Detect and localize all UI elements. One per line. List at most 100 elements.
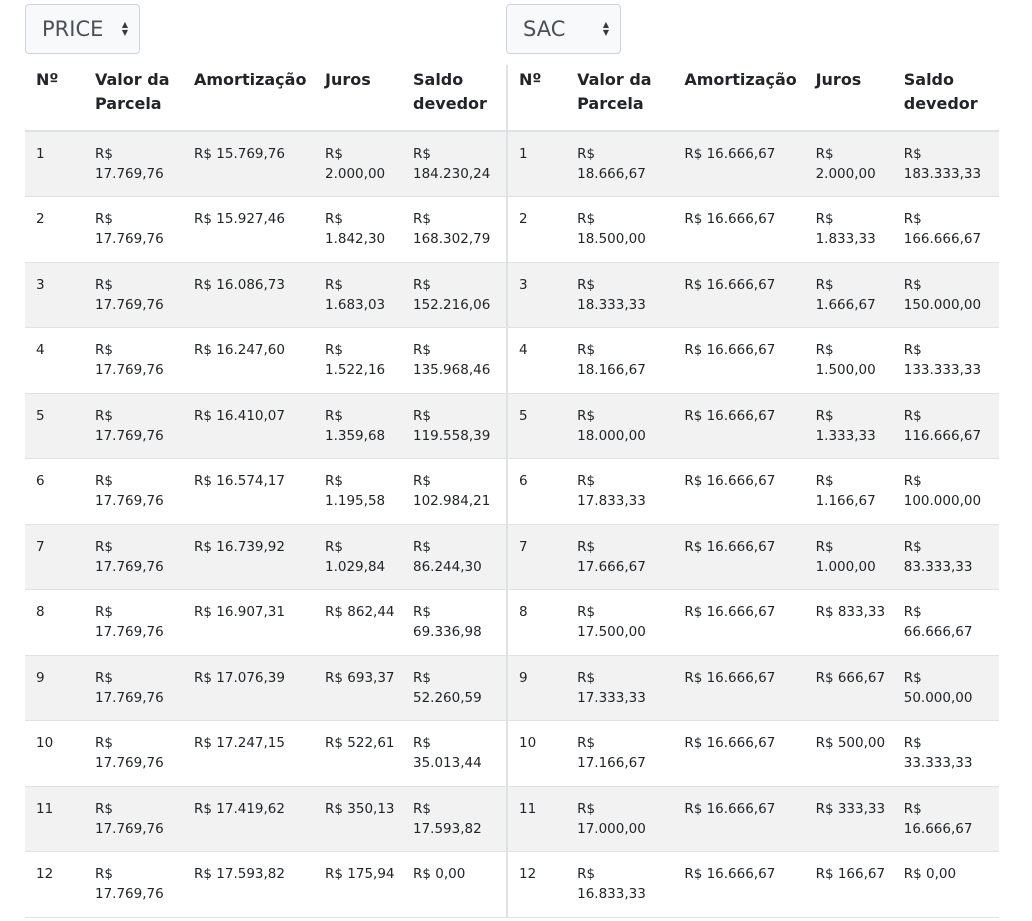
cell-number: 9 — [25, 655, 84, 721]
cell-installment: R$ 17.769,76 — [84, 851, 183, 918]
cell-number: 12 — [25, 851, 84, 918]
cell-balance: R$ 52.260,59 — [402, 655, 506, 721]
cell-amortization: R$ 16.907,31 — [183, 589, 314, 656]
price-method-select[interactable]: PRICE ▲ ▼ — [25, 4, 140, 54]
cell-installment: R$ 18.166,67 — [566, 327, 674, 394]
table-row: 1 R$ 18.666,67 R$ 16.666,67 R$ 2.000,00 R$ 1… — [507, 131, 999, 197]
cell-number: 5 — [507, 393, 567, 459]
cell-installment: R$ 17.769,76 — [84, 720, 183, 787]
col-header-amortization: Amortização — [183, 65, 314, 132]
col-header-number: Nº — [25, 65, 84, 132]
cell-interest: R$ 833,33 — [804, 589, 893, 656]
cell-number: 5 — [25, 393, 84, 459]
cell-amortization: R$ 17.419,62 — [183, 786, 314, 852]
cell-balance: R$ 69.336,98 — [402, 589, 506, 656]
cell-number: 4 — [507, 327, 567, 394]
cell-installment: R$ 17.769,76 — [84, 262, 183, 328]
cell-amortization: R$ 16.666,67 — [673, 786, 805, 852]
cell-balance: R$ 16.666,67 — [892, 786, 999, 852]
cell-number: 12 — [507, 851, 567, 918]
cell-number: 7 — [25, 524, 84, 590]
cell-interest: R$ 350,13 — [314, 786, 402, 852]
table-row: 9 R$ 17.333,33 R$ 16.666,67 R$ 666,67 R$ 50.… — [507, 655, 999, 721]
cell-amortization: R$ 16.666,67 — [673, 196, 805, 263]
table-row: 12 R$ 16.833,33 R$ 16.666,67 R$ 166,67 R$ 0,… — [507, 851, 999, 918]
price-select-value: PRICE — [42, 17, 104, 41]
cell-interest: R$ 2.000,00 — [804, 131, 893, 197]
table-row: 2 R$ 18.500,00 R$ 16.666,67 R$ 1.833,33 R$ 1… — [507, 196, 999, 263]
sac-method-select[interactable]: SAC ▲ ▼ — [506, 4, 621, 54]
cell-installment: R$ 17.833,33 — [566, 458, 674, 525]
cell-number: 10 — [507, 720, 567, 787]
sac-table: Nº Valor da Parcela Amortização Juros Sa… — [506, 65, 999, 918]
cell-balance: R$ 35.013,44 — [402, 720, 506, 787]
cell-balance: R$ 116.666,67 — [892, 393, 999, 459]
cell-interest: R$ 175,94 — [314, 851, 402, 918]
col-header-interest: Juros — [314, 65, 402, 132]
cell-number: 8 — [25, 589, 84, 656]
table-header-row: Nº Valor da Parcela Amortização Juros Sa… — [507, 65, 999, 132]
cell-amortization: R$ 17.247,15 — [183, 720, 314, 787]
cell-balance: R$ 133.333,33 — [892, 327, 999, 394]
select-arrows-icon: ▲ ▼ — [602, 20, 610, 37]
cell-number: 6 — [25, 458, 84, 525]
col-header-amortization: Amortização — [673, 65, 805, 132]
table-row: 6 R$ 17.769,76 R$ 16.574,17 R$ 1.195,58 R$ 1… — [25, 458, 506, 525]
cell-interest: R$ 333,33 — [804, 786, 893, 852]
cell-interest: R$ 666,67 — [804, 655, 893, 721]
cell-amortization: R$ 16.086,73 — [183, 262, 314, 328]
cell-interest: R$ 500,00 — [804, 720, 893, 787]
cell-installment: R$ 17.769,76 — [84, 786, 183, 852]
cell-interest: R$ 1.166,67 — [804, 458, 893, 525]
cell-balance: R$ 119.558,39 — [402, 393, 506, 459]
cell-balance: R$ 100.000,00 — [892, 458, 999, 525]
cell-number: 3 — [507, 262, 567, 328]
cell-amortization: R$ 16.666,67 — [673, 851, 805, 918]
cell-interest: R$ 1.029,84 — [314, 524, 402, 590]
cell-number: 2 — [507, 196, 567, 263]
cell-amortization: R$ 16.666,67 — [673, 524, 805, 590]
cell-interest: R$ 693,37 — [314, 655, 402, 721]
table-row: 4 R$ 17.769,76 R$ 16.247,60 R$ 1.522,16 R$ 1… — [25, 327, 506, 394]
cell-amortization: R$ 16.666,67 — [673, 589, 805, 656]
table-row: 10 R$ 17.769,76 R$ 17.247,15 R$ 522,61 R$ 35… — [25, 720, 506, 787]
table-header-row: Nº Valor da Parcela Amortização Juros Sa… — [25, 65, 506, 132]
cell-amortization: R$ 16.666,67 — [673, 655, 805, 721]
cell-balance: R$ 50.000,00 — [892, 655, 999, 721]
cell-installment: R$ 17.769,76 — [84, 589, 183, 656]
cell-balance: R$ 33.333,33 — [892, 720, 999, 787]
table-row: 4 R$ 18.166,67 R$ 16.666,67 R$ 1.500,00 R$ 1… — [507, 327, 999, 394]
cell-installment: R$ 17.500,00 — [566, 589, 674, 656]
cell-balance: R$ 168.302,79 — [402, 196, 506, 263]
cell-interest: R$ 166,67 — [804, 851, 893, 918]
cell-interest: R$ 1.000,00 — [804, 524, 893, 590]
cell-installment: R$ 17.769,76 — [84, 655, 183, 721]
col-header-balance: Saldo devedor — [402, 65, 506, 132]
cell-installment: R$ 18.666,67 — [566, 131, 674, 197]
cell-balance: R$ 152.216,06 — [402, 262, 506, 328]
table-row: 6 R$ 17.833,33 R$ 16.666,67 R$ 1.166,67 R$ 1… — [507, 458, 999, 525]
cell-number: 8 — [507, 589, 567, 656]
col-header-installment: Valor da Parcela — [566, 65, 674, 132]
col-header-number: Nº — [507, 65, 567, 132]
cell-interest: R$ 1.666,67 — [804, 262, 893, 328]
cell-amortization: R$ 16.666,67 — [673, 262, 805, 328]
cell-amortization: R$ 16.666,67 — [673, 327, 805, 394]
cell-installment: R$ 16.833,33 — [566, 851, 674, 918]
cell-balance: R$ 86.244,30 — [402, 524, 506, 590]
cell-number: 11 — [25, 786, 84, 852]
cell-amortization: R$ 16.739,92 — [183, 524, 314, 590]
cell-installment: R$ 17.333,33 — [566, 655, 674, 721]
table-row: 1 R$ 17.769,76 R$ 15.769,76 R$ 2.000,00 R$ 1… — [25, 131, 506, 197]
cell-interest: R$ 1.833,33 — [804, 196, 893, 263]
cell-installment: R$ 17.769,76 — [84, 327, 183, 394]
cell-interest: R$ 1.683,03 — [314, 262, 402, 328]
cell-amortization: R$ 16.247,60 — [183, 327, 314, 394]
cell-interest: R$ 862,44 — [314, 589, 402, 656]
cell-balance: R$ 166.666,67 — [892, 196, 999, 263]
cell-installment: R$ 17.000,00 — [566, 786, 674, 852]
table-row: 3 R$ 18.333,33 R$ 16.666,67 R$ 1.666,67 R$ 1… — [507, 262, 999, 328]
cell-interest: R$ 1.842,30 — [314, 196, 402, 263]
cell-balance: R$ 17.593,82 — [402, 786, 506, 852]
table-row: 8 R$ 17.769,76 R$ 16.907,31 R$ 862,44 R$ 69.… — [25, 589, 506, 656]
